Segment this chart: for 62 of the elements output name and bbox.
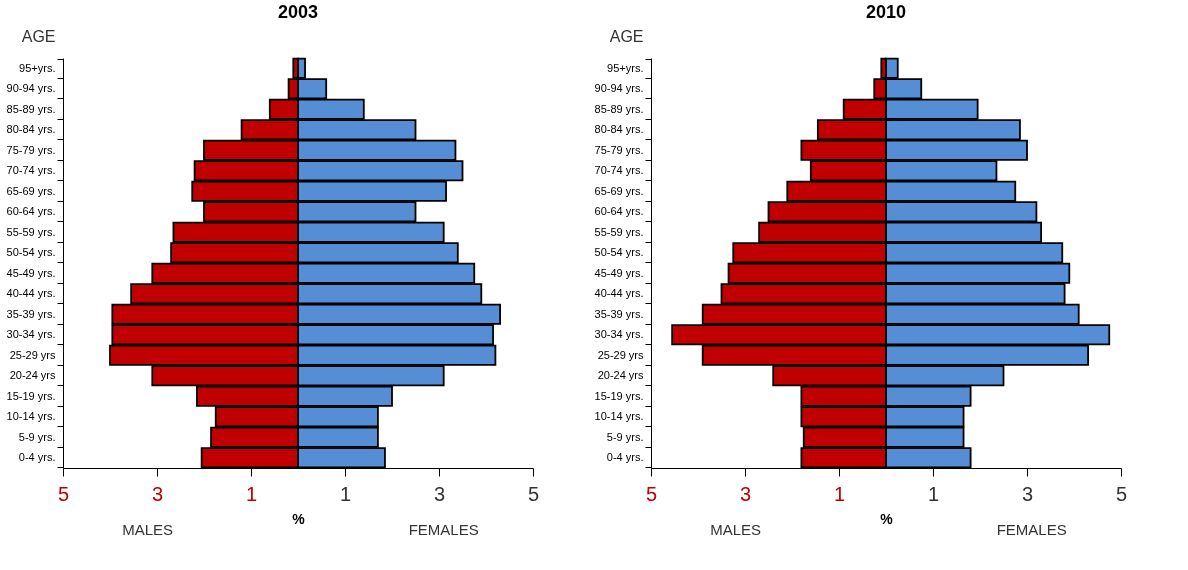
- y-tick-label: 45-49 yrs.: [6, 266, 56, 279]
- y-tick-label: 75-79 yrs.: [594, 143, 644, 156]
- y-tick-label: 70-74 yrs.: [594, 164, 644, 177]
- y-tick-label: 5-9 yrs.: [18, 430, 56, 443]
- x-tick-label: 1: [245, 482, 258, 505]
- y-tick-label: 80-84 yrs.: [594, 123, 644, 136]
- y-axis-title: AGE: [609, 27, 644, 45]
- text: MALES: [122, 521, 174, 538]
- y-tick-label: 65-69 yrs.: [6, 184, 56, 197]
- x-tick-label: 1: [833, 482, 846, 505]
- y-tick-label: 50-54 yrs.: [6, 246, 56, 259]
- y-tick-label: 90-94 yrs.: [6, 82, 56, 95]
- y-tick-label: 35-39 yrs.: [6, 307, 56, 320]
- y-tick-label: 0-4 yrs.: [606, 451, 644, 464]
- x-tick-label: 5: [1115, 482, 1128, 505]
- y-tick-label: 30-34 yrs.: [6, 328, 56, 341]
- y-tick-label: 25-29 yrs: [9, 348, 56, 361]
- x-tick-label: 3: [1021, 482, 1034, 505]
- y-tick-label: 5-9 yrs.: [606, 430, 644, 443]
- x-tick-label: 3: [433, 482, 446, 505]
- y-tick-label: 55-59 yrs.: [6, 225, 56, 238]
- x-tick-label: 5: [645, 482, 658, 505]
- y-tick-label: 95+yrs.: [19, 61, 56, 74]
- y-tick-label: 30-34 yrs.: [594, 328, 644, 341]
- y-tick-label: 15-19 yrs.: [6, 389, 56, 402]
- x-axis-title: %: [880, 510, 894, 527]
- y-axis-title: AGE: [21, 27, 56, 45]
- y-tick-label: 90-94 yrs.: [594, 82, 644, 95]
- y-tick-label: 80-84 yrs.: [6, 123, 56, 136]
- x-tick-label: 3: [739, 482, 752, 505]
- y-tick-label: 50-54 yrs.: [594, 246, 644, 259]
- y-tick-label: 20-24 yrs: [597, 369, 644, 382]
- x-axis-title: %: [292, 510, 306, 527]
- y-tick-label: 85-89 yrs.: [594, 102, 644, 115]
- x-tick-label: 5: [57, 482, 70, 505]
- y-tick-label: 25-29 yrs: [597, 348, 644, 361]
- y-tick-label: 70-74 yrs.: [6, 164, 56, 177]
- y-tick-label: 20-24 yrs: [9, 369, 56, 382]
- y-tick-label: 10-14 yrs.: [6, 410, 56, 423]
- y-tick-label: 60-64 yrs.: [594, 205, 644, 218]
- y-tick-label: 15-19 yrs.: [594, 389, 644, 402]
- y-tick-label: 95+yrs.: [607, 61, 644, 74]
- x-tick-label: 1: [339, 482, 352, 505]
- y-tick-label: 65-69 yrs.: [594, 184, 644, 197]
- x-tick-label: 3: [151, 482, 164, 505]
- chart-title: 2003: [277, 2, 319, 22]
- text: MALES: [710, 521, 762, 538]
- y-tick-label: 45-49 yrs.: [594, 266, 644, 279]
- text: FEMALES: [408, 521, 479, 538]
- y-tick-label: 40-44 yrs.: [6, 287, 56, 300]
- y-tick-label: 75-79 yrs.: [6, 143, 56, 156]
- text: FEMALES: [996, 521, 1067, 538]
- y-tick-label: 35-39 yrs.: [594, 307, 644, 320]
- y-tick-label: 85-89 yrs.: [6, 102, 56, 115]
- x-tick-label: 1: [927, 482, 940, 505]
- y-tick-label: 0-4 yrs.: [18, 451, 56, 464]
- y-tick-label: 40-44 yrs.: [594, 287, 644, 300]
- y-tick-label: 55-59 yrs.: [594, 225, 644, 238]
- y-tick-label: 60-64 yrs.: [6, 205, 56, 218]
- y-tick-label: 10-14 yrs.: [594, 410, 644, 423]
- x-tick-label: 5: [527, 482, 540, 505]
- chart-title: 2010: [865, 2, 907, 22]
